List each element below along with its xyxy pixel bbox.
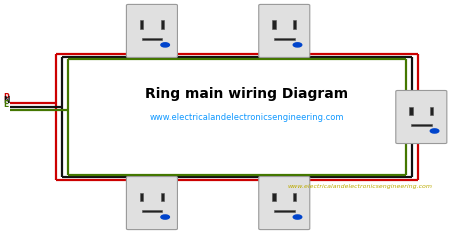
Circle shape (293, 215, 302, 219)
Bar (430, 106, 433, 115)
Text: P: P (3, 93, 9, 102)
FancyBboxPatch shape (396, 91, 447, 143)
Circle shape (293, 43, 302, 47)
Bar (161, 20, 164, 29)
Bar (274, 210, 295, 212)
Text: N: N (3, 96, 9, 105)
Text: www.electricalandelectronicsengineering.com: www.electricalandelectronicsengineering.… (149, 113, 344, 121)
Bar (142, 210, 162, 212)
FancyBboxPatch shape (259, 176, 310, 230)
Text: Ring main wiring Diagram: Ring main wiring Diagram (145, 87, 348, 101)
FancyBboxPatch shape (259, 4, 310, 58)
Bar (272, 193, 275, 201)
Bar (411, 124, 432, 126)
Bar (142, 38, 162, 40)
Text: E: E (3, 100, 9, 109)
Bar (293, 193, 296, 201)
Bar (409, 106, 412, 115)
FancyBboxPatch shape (127, 4, 177, 58)
Circle shape (161, 43, 169, 47)
Circle shape (161, 215, 169, 219)
Text: www.electricalandelectronicsengineering.com: www.electricalandelectronicsengineering.… (287, 184, 432, 189)
Bar (293, 20, 296, 29)
Bar (140, 193, 143, 201)
Circle shape (430, 129, 439, 133)
Bar (272, 20, 275, 29)
Bar (140, 20, 143, 29)
Bar (274, 38, 295, 40)
Bar (161, 193, 164, 201)
FancyBboxPatch shape (127, 176, 177, 230)
